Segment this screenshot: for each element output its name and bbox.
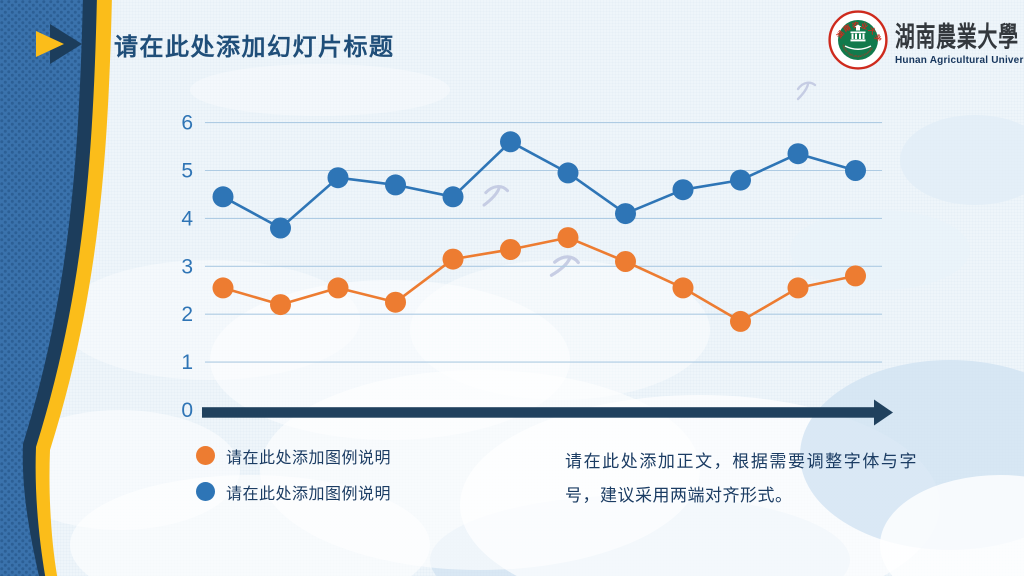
seal-building-glyph bbox=[844, 24, 872, 50]
legend-label: 请在此处添加图例说明 bbox=[226, 485, 392, 503]
band-yellow-stripe bbox=[0, 0, 112, 576]
legend-swatch-blue bbox=[196, 482, 215, 501]
data-point-marker bbox=[270, 294, 291, 316]
legend-swatch-orange bbox=[196, 446, 215, 465]
y-tick-label: 4 bbox=[181, 207, 193, 230]
data-point-marker bbox=[730, 169, 751, 191]
x-axis-arrowhead bbox=[874, 399, 893, 426]
data-point-marker bbox=[672, 179, 694, 201]
series-line-0 bbox=[222, 236, 856, 323]
data-point-marker bbox=[442, 186, 464, 208]
university-name-zh: 湖南農業大學 bbox=[895, 21, 1019, 53]
data-point-marker bbox=[212, 186, 234, 208]
legend-item: 请在此处添加图例说明 bbox=[196, 482, 392, 503]
chart-legend: 请在此处添加图例说明 请在此处添加图例说明 bbox=[196, 446, 392, 503]
y-tick-label: 3 bbox=[181, 255, 193, 278]
slide-title: 请在此处添加幻灯片标题 bbox=[114, 34, 395, 61]
band-navy-stripe bbox=[0, 0, 97, 576]
body-text: 请在此处添加正文，根据需要调整字体与字号，建议采用两端对齐形式。 bbox=[565, 452, 917, 505]
y-tick-label: 2 bbox=[181, 303, 193, 326]
y-tick-label: 0 bbox=[181, 399, 193, 422]
x-axis-bar bbox=[202, 407, 874, 418]
university-seal-icon: 湖南农业大学 Hunan Agricultural University bbox=[828, 10, 888, 70]
data-point-marker bbox=[672, 277, 694, 299]
data-point-marker bbox=[385, 291, 406, 313]
university-logo: 湖南农业大学 Hunan Agricultural University 湖南農… bbox=[828, 10, 1024, 70]
university-name: 湖南農業大學 Hunan Agricultural University bbox=[895, 10, 1024, 66]
data-point-marker bbox=[500, 131, 521, 153]
data-point-marker bbox=[500, 239, 521, 260]
data-point-marker bbox=[212, 277, 234, 299]
series-line-1 bbox=[222, 140, 856, 230]
data-point-marker bbox=[615, 251, 636, 272]
y-tick-label: 5 bbox=[181, 160, 193, 183]
data-point-marker bbox=[270, 217, 291, 239]
swallow-bird-icon bbox=[796, 81, 817, 101]
data-point-marker bbox=[327, 277, 349, 299]
swallow-bird-icon bbox=[549, 255, 580, 277]
data-point-marker bbox=[442, 248, 464, 270]
play-triangle-icon bbox=[36, 24, 82, 64]
data-point-marker bbox=[787, 277, 809, 299]
swallow-bird-icon bbox=[482, 185, 510, 207]
data-point-marker bbox=[385, 174, 406, 196]
legend-item: 请在此处添加图例说明 bbox=[196, 446, 392, 467]
y-tick-label: 6 bbox=[181, 112, 193, 135]
data-point-marker bbox=[730, 310, 751, 332]
data-point-marker bbox=[557, 227, 579, 249]
data-point-marker bbox=[787, 143, 809, 165]
band-dotted-area bbox=[0, 0, 83, 576]
data-point-marker bbox=[845, 160, 866, 181]
legend-label: 请在此处添加图例说明 bbox=[226, 449, 392, 467]
data-point-marker bbox=[327, 167, 349, 189]
data-point-marker bbox=[845, 265, 866, 287]
data-point-marker bbox=[615, 203, 636, 225]
university-name-en: Hunan Agricultural University bbox=[895, 55, 1024, 66]
data-point-marker bbox=[557, 162, 579, 184]
y-tick-label: 1 bbox=[181, 351, 193, 374]
